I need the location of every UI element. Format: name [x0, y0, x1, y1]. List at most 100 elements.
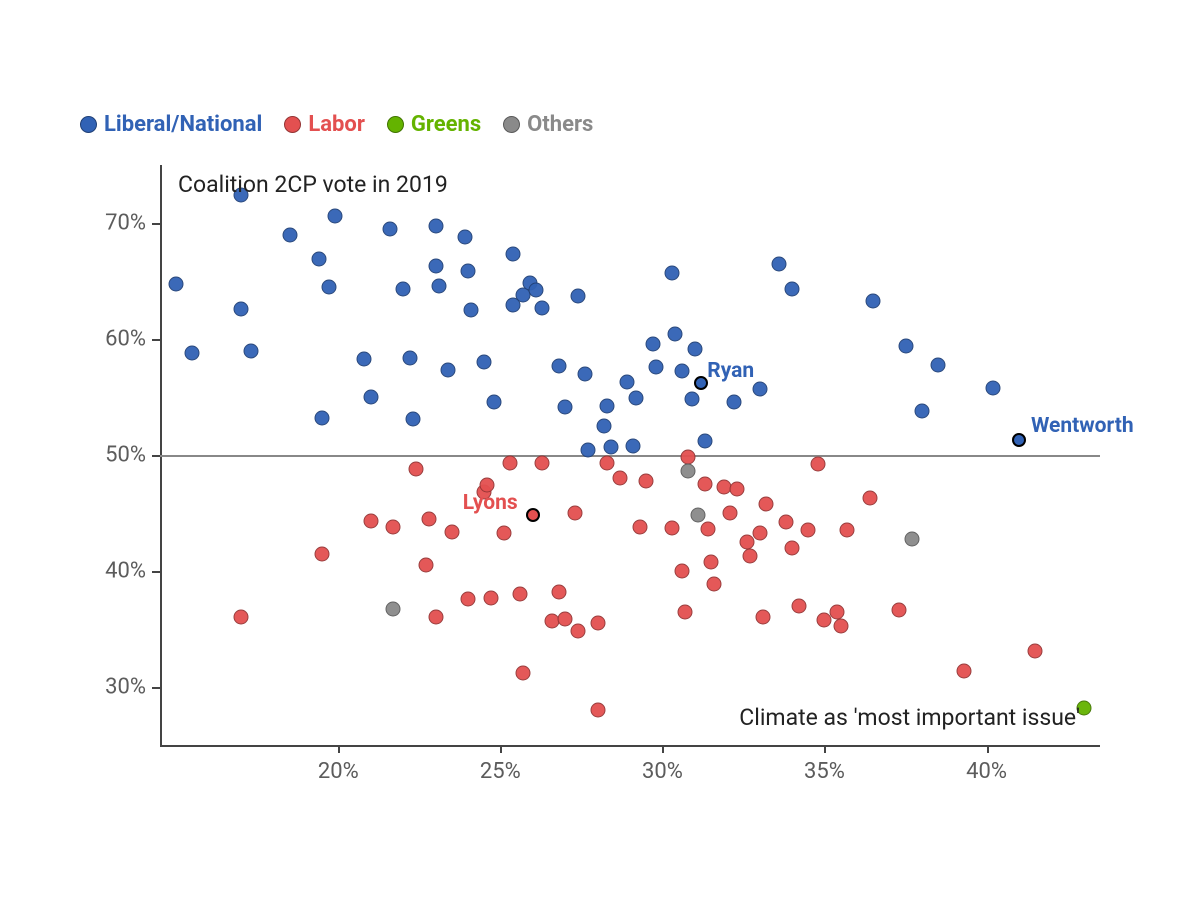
point-labor [674, 564, 689, 579]
point-labor [496, 525, 511, 540]
point-labor [801, 523, 816, 538]
point-liberal [460, 263, 475, 278]
point-labor [755, 610, 770, 625]
point-labor [551, 584, 566, 599]
point-labor [613, 471, 628, 486]
point-liberal [328, 209, 343, 224]
point-liberal [477, 355, 492, 370]
y-tick-label: 30% [86, 675, 146, 700]
point-labor [503, 456, 518, 471]
x-tick [500, 745, 502, 753]
x-tick [338, 745, 340, 753]
callout-point-wentworth [1012, 433, 1026, 447]
point-labor [418, 558, 433, 573]
x-tick [662, 745, 664, 753]
point-liberal [441, 363, 456, 378]
y-tick [152, 339, 160, 341]
point-liberal [603, 439, 618, 454]
x-tick-label: 20% [308, 759, 368, 784]
point-liberal [785, 282, 800, 297]
point-labor [862, 490, 877, 505]
point-liberal [626, 438, 641, 453]
point-liberal [571, 289, 586, 304]
legend-dot-greens [387, 116, 404, 133]
point-liberal [668, 327, 683, 342]
point-liberal [529, 283, 544, 298]
point-liberal [726, 394, 741, 409]
point-liberal [506, 247, 521, 262]
point-liberal [866, 293, 881, 308]
point-liberal [558, 400, 573, 415]
point-liberal [619, 374, 634, 389]
point-labor [707, 576, 722, 591]
legend-label-liberal: Liberal/National [104, 112, 262, 137]
point-labor [516, 666, 531, 681]
y-tick [152, 455, 160, 457]
x-tick-label: 35% [794, 759, 854, 784]
point-labor [752, 525, 767, 540]
ref-line-50 [160, 455, 1100, 457]
point-liberal [898, 338, 913, 353]
point-liberal [986, 380, 1001, 395]
point-liberal [577, 366, 592, 381]
point-liberal [431, 278, 446, 293]
y-tick-label: 60% [86, 327, 146, 352]
x-tick [987, 745, 989, 753]
callout-point-lyons [526, 508, 540, 522]
point-liberal [383, 221, 398, 236]
legend-dot-labor [284, 116, 301, 133]
point-liberal [684, 392, 699, 407]
point-labor [483, 590, 498, 605]
point-labor [678, 604, 693, 619]
point-liberal [687, 342, 702, 357]
point-labor [422, 511, 437, 526]
legend-dot-liberal [80, 116, 97, 133]
point-liberal [321, 279, 336, 294]
point-labor [830, 604, 845, 619]
legend-item-labor: Labor [284, 112, 365, 137]
x-tick-label: 25% [470, 759, 530, 784]
point-liberal [363, 390, 378, 405]
point-labor [444, 524, 459, 539]
point-liberal [674, 364, 689, 379]
point-labor [729, 481, 744, 496]
point-liberal [234, 301, 249, 316]
x-axis-title: Climate as 'most important issue' [739, 704, 1080, 731]
point-labor [571, 624, 586, 639]
point-liberal [645, 336, 660, 351]
point-labor [811, 457, 826, 472]
legend: Liberal/National Labor Greens Others [80, 112, 593, 137]
point-labor [739, 535, 754, 550]
callout-label-wentworth: Wentworth [1031, 414, 1134, 438]
x-tick [824, 745, 826, 753]
legend-item-greens: Greens [387, 112, 481, 137]
point-liberal [486, 394, 501, 409]
callout-label-ryan: Ryan [707, 359, 754, 383]
point-liberal [428, 258, 443, 273]
y-tick [152, 223, 160, 225]
point-liberal [457, 229, 472, 244]
point-labor [315, 546, 330, 561]
point-labor [704, 554, 719, 569]
point-labor [833, 618, 848, 633]
point-liberal [665, 265, 680, 280]
point-labor [700, 522, 715, 537]
point-liberal [551, 358, 566, 373]
point-labor [234, 610, 249, 625]
point-labor [785, 540, 800, 555]
point-labor [558, 611, 573, 626]
point-others [386, 602, 401, 617]
y-tick-label: 50% [86, 443, 146, 468]
x-tick-label: 40% [957, 759, 1017, 784]
y-tick-label: 40% [86, 559, 146, 584]
point-liberal [752, 381, 767, 396]
legend-item-others: Others [503, 112, 593, 137]
point-labor [632, 519, 647, 534]
point-labor [460, 591, 475, 606]
point-labor [840, 523, 855, 538]
callout-point-ryan [694, 376, 708, 390]
point-liberal [243, 343, 258, 358]
point-labor [590, 703, 605, 718]
point-liberal [629, 391, 644, 406]
point-liberal [402, 350, 417, 365]
